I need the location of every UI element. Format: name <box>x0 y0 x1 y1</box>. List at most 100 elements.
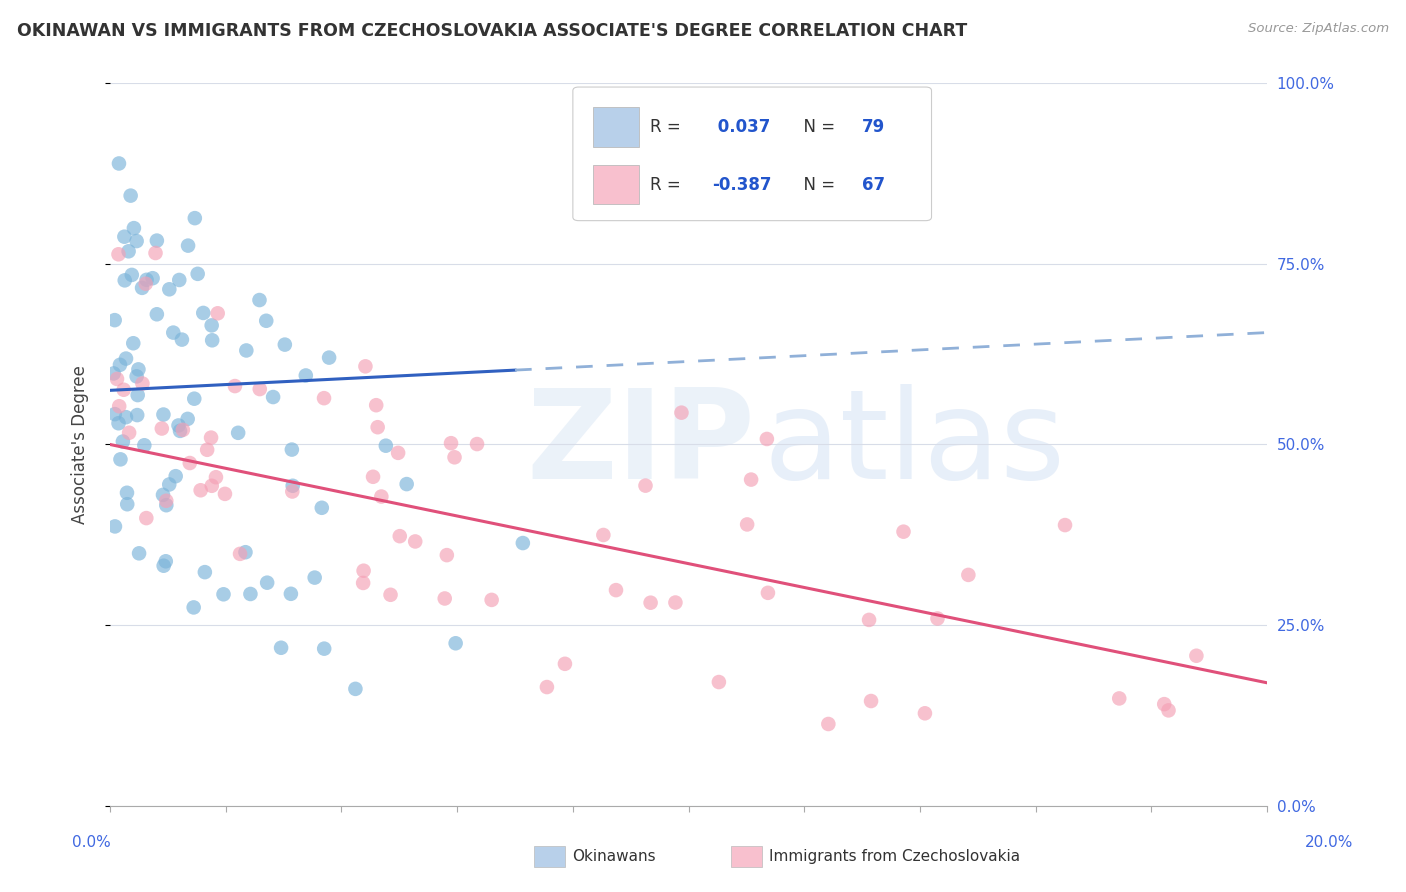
Point <box>127 388 149 402</box>
Point <box>121 268 143 282</box>
Point <box>111 434 134 449</box>
Point <box>104 313 127 327</box>
Point <box>352 576 374 591</box>
Text: 67: 67 <box>862 176 886 194</box>
Point <box>664 595 686 609</box>
Point <box>239 587 262 601</box>
Point <box>118 425 141 440</box>
Point <box>131 281 153 295</box>
Point <box>117 244 139 259</box>
Point <box>671 406 693 420</box>
Point <box>860 694 883 708</box>
FancyBboxPatch shape <box>592 165 638 204</box>
Point <box>554 657 576 671</box>
Point <box>105 372 128 386</box>
Point <box>735 517 758 532</box>
Point <box>444 636 467 650</box>
Point <box>112 229 135 244</box>
Point <box>858 613 880 627</box>
Point <box>184 211 207 226</box>
Point <box>190 483 212 498</box>
Point <box>388 529 411 543</box>
Point <box>162 326 184 340</box>
Point <box>370 490 392 504</box>
Point <box>179 456 201 470</box>
Point <box>226 425 249 440</box>
Text: Immigrants from Czechoslovakia: Immigrants from Czechoslovakia <box>769 849 1021 863</box>
Point <box>295 368 318 383</box>
Point <box>117 497 139 511</box>
Point <box>957 568 980 582</box>
FancyBboxPatch shape <box>572 87 932 220</box>
Point <box>433 591 456 606</box>
Point <box>201 479 224 493</box>
Point <box>207 306 229 320</box>
Point <box>1108 691 1130 706</box>
Point <box>634 478 657 492</box>
Point <box>755 432 778 446</box>
Point <box>927 611 949 625</box>
Point <box>318 351 340 365</box>
Point <box>194 565 217 579</box>
Point <box>114 273 136 287</box>
Point <box>108 156 131 170</box>
Y-axis label: Associate's Degree: Associate's Degree <box>72 365 89 524</box>
Text: 79: 79 <box>862 118 886 136</box>
Point <box>274 337 297 351</box>
Point <box>707 675 730 690</box>
Point <box>436 548 458 562</box>
Point <box>195 442 218 457</box>
Point <box>281 484 304 499</box>
Point <box>1157 703 1180 717</box>
Point <box>110 452 132 467</box>
Point <box>205 470 228 484</box>
Point <box>146 307 169 321</box>
Point <box>224 379 246 393</box>
Text: Okinawans: Okinawans <box>572 849 655 863</box>
Point <box>155 493 177 508</box>
Point <box>280 587 302 601</box>
Point <box>183 600 205 615</box>
Point <box>104 519 127 533</box>
Point <box>512 536 534 550</box>
Point <box>465 437 488 451</box>
Point <box>122 336 145 351</box>
Text: ZIP: ZIP <box>527 384 755 505</box>
Point <box>201 318 224 333</box>
Point <box>354 359 377 374</box>
Point <box>157 477 180 491</box>
Text: OKINAWAN VS IMMIGRANTS FROM CZECHOSLOVAKIA ASSOCIATE'S DEGREE CORRELATION CHART: OKINAWAN VS IMMIGRANTS FROM CZECHOSLOVAK… <box>17 22 967 40</box>
Point <box>172 423 194 437</box>
Point <box>115 485 138 500</box>
Text: 0.037: 0.037 <box>711 118 770 136</box>
Text: R =: R = <box>651 176 686 194</box>
Point <box>150 421 173 435</box>
Point <box>193 306 215 320</box>
Text: N =: N = <box>793 176 839 194</box>
Point <box>481 593 503 607</box>
Point <box>128 546 150 560</box>
Point <box>146 234 169 248</box>
Point <box>314 641 336 656</box>
Point <box>165 469 187 483</box>
Point <box>135 511 157 525</box>
Point <box>640 596 662 610</box>
Text: R =: R = <box>651 118 686 136</box>
Point <box>592 528 614 542</box>
Point <box>125 369 148 384</box>
Point <box>395 477 418 491</box>
Point <box>374 439 396 453</box>
Point <box>353 564 375 578</box>
Point <box>404 534 426 549</box>
Text: 20.0%: 20.0% <box>1305 836 1353 850</box>
Point <box>125 234 148 248</box>
Point <box>367 420 389 434</box>
Point <box>155 554 177 568</box>
Point <box>112 383 135 397</box>
Point <box>183 392 205 406</box>
Point <box>135 273 157 287</box>
Text: N =: N = <box>793 118 839 136</box>
Point <box>104 407 127 421</box>
Point <box>1053 518 1076 533</box>
Point <box>157 282 180 296</box>
